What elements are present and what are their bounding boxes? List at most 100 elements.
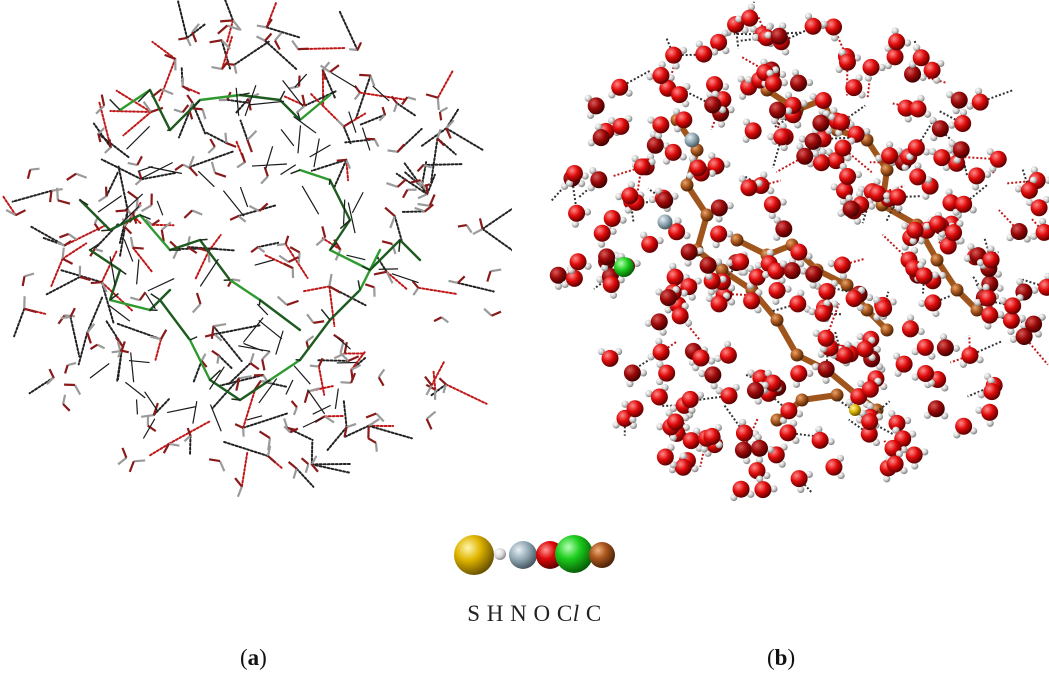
- water-molecule: [884, 44, 904, 70]
- water-molecule: [191, 292, 202, 314]
- legend-label-n: N: [510, 601, 528, 626]
- hydrogen-bond-line: [151, 40, 177, 60]
- water-molecule: [66, 172, 88, 181]
- solute-bond-line: [246, 415, 263, 421]
- water-molecule: [210, 322, 227, 340]
- legend-chlorine-sphere: [555, 535, 593, 573]
- water-molecule: [892, 352, 913, 377]
- water-molecule: [839, 162, 863, 186]
- water-molecule: [183, 209, 203, 219]
- water-molecule: [923, 400, 949, 420]
- water-molecule: [367, 437, 378, 452]
- water-molecule: [608, 78, 633, 99]
- hydrogen-bond-line: [11, 189, 53, 203]
- solute-bond-line: [313, 138, 320, 168]
- hydrogen-bond-line: [303, 90, 337, 107]
- water-molecule: [948, 108, 972, 132]
- water-molecule: [276, 235, 290, 247]
- water-molecule: [486, 268, 502, 282]
- hydrogen-bond-line: [233, 40, 270, 66]
- water-molecule: [909, 94, 932, 118]
- water-molecule: [621, 400, 644, 424]
- water-molecule: [819, 18, 843, 42]
- water-molecule: [339, 352, 360, 362]
- water-molecule: [779, 419, 800, 445]
- hydrogen-bond-line: [50, 257, 64, 287]
- water-molecule: [813, 279, 838, 301]
- hydrogen-bond-line: [317, 365, 326, 396]
- solute-bond-line: [312, 404, 331, 415]
- carbon-atom: [700, 208, 714, 222]
- water-molecule: [710, 29, 730, 55]
- water-molecule: [769, 101, 793, 125]
- water-molecule: [276, 295, 299, 306]
- water-molecule: [948, 140, 970, 164]
- nitrogen-atom: [684, 132, 700, 148]
- water-molecule: [378, 106, 387, 122]
- solute-bond-line: [123, 239, 134, 262]
- water-molecule: [760, 369, 782, 394]
- carbon-atom: [880, 163, 894, 177]
- legend-label-c: C: [585, 601, 602, 626]
- water-molecule: [730, 480, 755, 502]
- water-molecule: [261, 350, 271, 371]
- water-molecule: [587, 123, 610, 147]
- water-molecule: [704, 90, 727, 114]
- solute-bond-line: [130, 352, 135, 383]
- water-molecule: [856, 336, 876, 362]
- water-molecule: [911, 338, 936, 360]
- solute-bond-line: [391, 273, 419, 284]
- solute-bond-line: [293, 116, 317, 134]
- water-molecule: [746, 264, 766, 290]
- water-molecule: [97, 186, 108, 203]
- solute-bond-line: [109, 256, 116, 287]
- legend-label-o: O: [533, 601, 551, 626]
- water-molecule: [192, 107, 207, 120]
- water-molecule: [445, 119, 455, 139]
- water-molecule: [804, 12, 828, 35]
- water-molecule: [790, 68, 814, 92]
- water-molecule: [146, 416, 157, 433]
- hydrogen-bond-line: [77, 331, 89, 366]
- hydrogen-bond-line: [444, 383, 488, 405]
- hydrogen-bond-line: [192, 359, 203, 383]
- water-molecule: [416, 163, 433, 173]
- water-molecule: [417, 194, 436, 207]
- water-molecule: [289, 246, 301, 264]
- solute-bond-line: [244, 84, 257, 117]
- chlorine-atom: [614, 257, 634, 277]
- solute-bond-line: [254, 259, 274, 266]
- water-molecule: [60, 307, 76, 320]
- hydrogen-bond-line: [432, 369, 437, 391]
- water-molecule: [645, 383, 669, 406]
- water-molecule: [64, 383, 82, 396]
- water-molecule: [134, 171, 143, 186]
- water-molecule: [211, 59, 230, 71]
- water-molecule: [837, 194, 860, 218]
- hydrogen-bond-line: [221, 35, 233, 70]
- water-molecule: [597, 347, 623, 367]
- water-molecule: [936, 333, 960, 357]
- hydrogen-bond-line: [395, 172, 429, 196]
- water-molecule: [217, 24, 240, 35]
- water-molecule: [873, 296, 893, 321]
- water-molecule: [906, 139, 931, 161]
- hydrogen-bond-line: [481, 227, 512, 252]
- solute-bond-line: [238, 345, 271, 352]
- wireframe-molecule-image: [2, 0, 512, 498]
- hydrogen-bond-line: [61, 242, 88, 260]
- hydrogen-bond-line: [117, 349, 123, 381]
- water-molecule: [140, 193, 153, 213]
- water-molecule: [200, 353, 208, 368]
- water-molecule: [56, 240, 72, 247]
- hydrogen-bond-line: [419, 127, 448, 148]
- water-molecule: [5, 208, 26, 217]
- hydrogen-bond-line: [256, 241, 280, 249]
- water-molecule: [862, 58, 886, 82]
- hydrogen-bond-line: [117, 165, 129, 212]
- water-molecule: [915, 261, 939, 285]
- solute-bond-line: [235, 87, 240, 116]
- solute-bond-line: [337, 337, 351, 350]
- solute-bond-line: [199, 258, 219, 287]
- hydrogen-bond-line: [204, 131, 228, 145]
